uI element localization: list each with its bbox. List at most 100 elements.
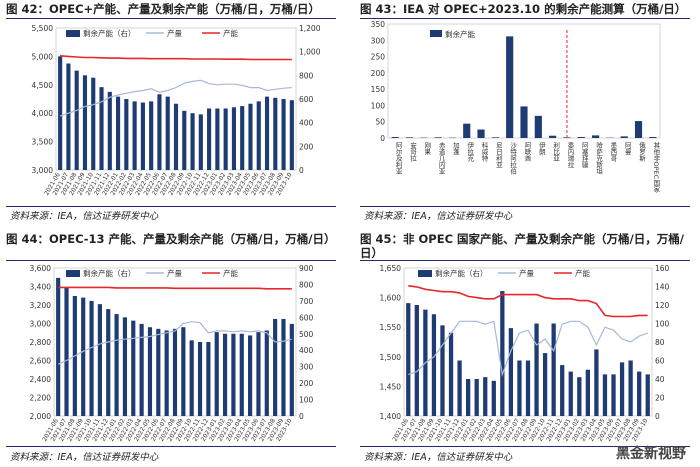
legend-label: 产量 bbox=[167, 268, 182, 278]
bar-spare-capacity bbox=[189, 340, 194, 416]
watermark-logo: 黑金新视野 bbox=[616, 446, 686, 462]
line-capacity bbox=[408, 285, 648, 318]
y-right-tick-label: 700 bbox=[299, 297, 314, 306]
bar-spare-capacity bbox=[149, 101, 154, 170]
y-left-tick-label: 1,450 bbox=[380, 382, 402, 391]
bar-spare-capacity bbox=[585, 369, 590, 416]
bar-spare-capacity bbox=[64, 287, 69, 416]
bar-spare-capacity bbox=[231, 333, 236, 416]
y-left-tick-label: 1,650 bbox=[380, 264, 402, 273]
bar-spare-capacity bbox=[645, 374, 650, 416]
y-tick-label: 0 bbox=[380, 134, 385, 143]
x-tick-label: 委内瑞拉 bbox=[566, 141, 574, 170]
bar-spare-capacity bbox=[508, 328, 514, 416]
bar-spare-capacity bbox=[448, 332, 454, 416]
bar-spare-capacity bbox=[560, 365, 565, 416]
legend-swatch-bar bbox=[418, 270, 432, 277]
bar-spare-capacity bbox=[116, 96, 121, 170]
y-left-tick-label: 1,550 bbox=[380, 323, 402, 332]
figure-43-title: 图 43：IEA 对 OPEC+2023.10 的剩余产能测算（万桶/日） bbox=[360, 2, 687, 16]
bar-spare-capacity bbox=[173, 103, 179, 170]
figure-43-source: 资料来源：IEA，信达证券研发中心 bbox=[364, 211, 513, 222]
figure-43-chart: 0 50 100 150 200 250 300 350 阿尔及利亚 安哥拉 刚果 赤道几内亚 加蓬 伊拉… bbox=[371, 20, 661, 192]
bar-spare-capacity bbox=[534, 115, 542, 138]
y-left-tick-label: 5,000 bbox=[32, 52, 54, 61]
bar-spare-capacity bbox=[619, 362, 625, 416]
x-tick-label: 伊拉克 bbox=[466, 141, 474, 163]
bar-spare-capacity bbox=[483, 377, 488, 416]
bar-spare-capacity bbox=[172, 328, 178, 416]
bar-spare-capacity bbox=[440, 325, 445, 416]
line-capacity bbox=[58, 286, 292, 290]
bar-spare-capacity bbox=[577, 137, 585, 138]
bar-spare-capacity bbox=[89, 300, 94, 416]
y-left-tick-label: 4,500 bbox=[32, 81, 54, 90]
y-left-tick-label: 2,400 bbox=[30, 375, 52, 384]
y-right-tick-label: 800 bbox=[299, 71, 314, 80]
y-right-tick-label: 40 bbox=[655, 375, 665, 384]
x-tick-label: 哈萨克斯坦 bbox=[595, 141, 603, 175]
y-right-tick-label: 160 bbox=[655, 264, 670, 273]
bar-spare-capacity bbox=[165, 96, 170, 170]
bar-spare-capacity bbox=[106, 309, 111, 416]
x-tick-label: 赤道几内亚 bbox=[437, 142, 445, 175]
figure-42-chart: 3,000 3,500 4,000 4,500 5,000 5,500 0 200 400 600… bbox=[32, 24, 321, 197]
y-left-tick-label: 2,000 bbox=[30, 412, 52, 421]
bar-spare-capacity bbox=[139, 323, 144, 416]
figure-45-panel: 图 45：非 OPEC 国家产能、产量及剩余产能（万桶/日，万桶/日） 1,40… bbox=[360, 232, 694, 466]
bar-spare-capacity bbox=[97, 304, 102, 416]
bar-spare-capacity bbox=[124, 99, 129, 170]
bar-spare-capacity bbox=[414, 305, 419, 416]
y-right-tick-label: 300 bbox=[299, 363, 314, 372]
bar-spare-capacity bbox=[525, 360, 531, 416]
bar-spare-capacity bbox=[628, 360, 633, 416]
y-tick-label: 250 bbox=[371, 53, 386, 62]
bar-spare-capacity bbox=[477, 129, 485, 138]
y-right-tick-label: 120 bbox=[655, 301, 670, 310]
bar-spare-capacity bbox=[457, 360, 462, 416]
bar-spare-capacity bbox=[264, 96, 270, 170]
y-tick-label: 50 bbox=[375, 118, 385, 127]
bar-spare-capacity bbox=[107, 91, 112, 170]
y-left-tick-label: 3,000 bbox=[30, 320, 52, 329]
y-left-tick-label: 3,600 bbox=[30, 264, 52, 273]
bar-spare-capacity bbox=[474, 379, 479, 416]
bar-spare-capacity bbox=[549, 135, 557, 138]
bar-spare-capacity bbox=[164, 330, 169, 416]
y-right-tick-label: 900 bbox=[299, 264, 314, 273]
bar-spare-capacity bbox=[273, 318, 278, 416]
bar-spare-capacity bbox=[289, 323, 294, 416]
bar-spare-capacity bbox=[289, 100, 294, 170]
figure-44-chart: 2,000 2,200 2,400 2,600 2,800 3,000 3,200 3,400… bbox=[30, 264, 314, 443]
figure-42-source: 资料来源：IEA，信达证券研发中心 bbox=[10, 211, 159, 222]
y-right-tick-label: 600 bbox=[299, 313, 314, 322]
bar-spare-capacity bbox=[620, 136, 628, 138]
bar-spare-capacity bbox=[273, 97, 278, 170]
bar-spare-capacity bbox=[611, 374, 616, 416]
x-tick-label: 阿曼 bbox=[623, 141, 631, 156]
bar-spare-capacity bbox=[206, 342, 211, 416]
legend-label: 剩余产能 bbox=[445, 29, 475, 39]
y-tick-label: 150 bbox=[371, 85, 386, 94]
y-right-tick-label: 100 bbox=[299, 396, 314, 405]
legend-swatch-bar bbox=[430, 30, 442, 37]
x-tick-label: 科威特 bbox=[480, 141, 488, 162]
bar-spare-capacity bbox=[434, 137, 442, 138]
y-right-tick-label: 140 bbox=[655, 283, 670, 292]
bar-spare-capacity bbox=[592, 135, 600, 138]
x-tick-label: 安哥拉 bbox=[408, 141, 416, 163]
bar-spare-capacity bbox=[463, 123, 471, 138]
bar-spare-capacity bbox=[568, 371, 573, 416]
y-right-tick-label: 500 bbox=[299, 330, 314, 339]
line-capacity bbox=[60, 55, 292, 61]
bar-spare-capacity bbox=[506, 36, 514, 138]
x-tick-label: 阿尔及利亚 bbox=[394, 141, 402, 175]
y-tick-label: 200 bbox=[371, 69, 386, 78]
bar-spare-capacity bbox=[634, 121, 643, 138]
y-left-tick-label: 1,400 bbox=[380, 412, 402, 421]
bar-spare-capacity bbox=[122, 317, 128, 416]
y-right-tick-label: 800 bbox=[299, 280, 314, 289]
y-left-tick-label: 2,800 bbox=[30, 338, 52, 347]
y-left-tick-label: 3,200 bbox=[30, 301, 52, 310]
bar-spare-capacity bbox=[264, 330, 269, 416]
